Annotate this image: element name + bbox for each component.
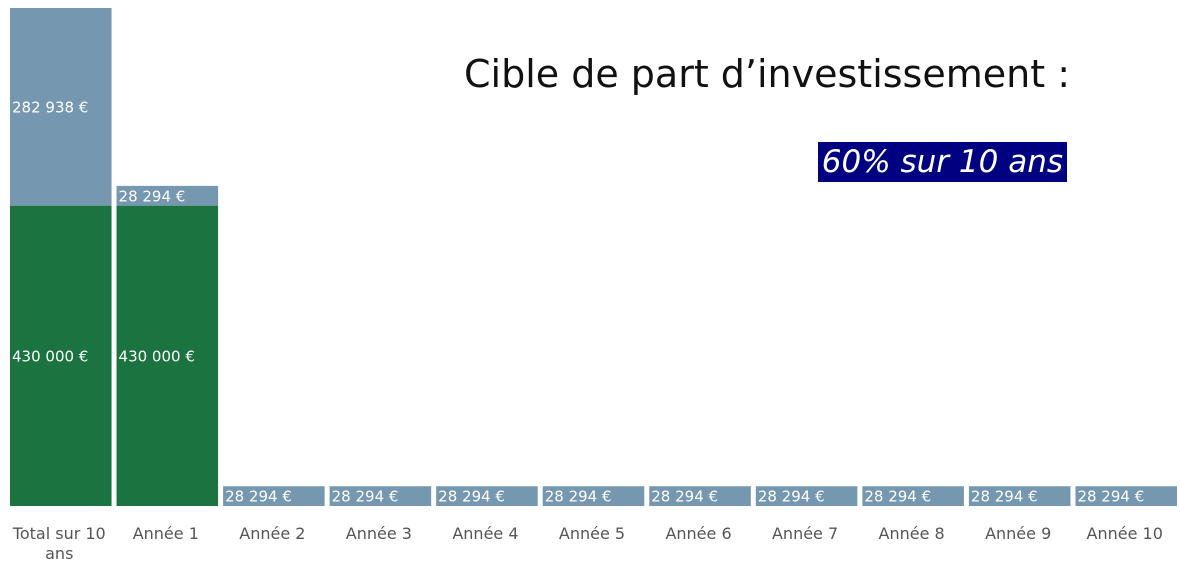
x-tick-label: Année 3	[345, 524, 412, 543]
bar-segment	[649, 486, 751, 506]
x-tick-label: Année 4	[452, 524, 519, 543]
value-label: 28 294 €	[1077, 488, 1144, 506]
bar-segment	[542, 486, 645, 506]
x-tick-label: Année 5	[558, 524, 626, 543]
value-label: 28 294 €	[651, 488, 718, 506]
value-label: 282 938 €	[12, 98, 88, 116]
x-tick-label: Année 9	[985, 524, 1052, 543]
x-tick-label: Année 6	[665, 524, 732, 543]
bar-segment	[116, 205, 219, 506]
value-label: 430 000 €	[12, 347, 88, 365]
bar-segment	[1075, 486, 1177, 506]
value-label: 28 294 €	[864, 488, 931, 506]
value-label: 28 294 €	[545, 488, 612, 506]
x-tick-label: Année 8	[878, 524, 945, 543]
value-label: 28 294 €	[438, 488, 505, 506]
value-label: 28 294 €	[119, 187, 186, 205]
bar-segment	[755, 486, 858, 506]
bar-segment	[10, 8, 112, 206]
value-label: 28 294 €	[758, 488, 825, 506]
bar-segment	[329, 486, 432, 506]
bar-segment	[862, 486, 964, 506]
value-label: 28 294 €	[225, 488, 292, 506]
value-label: 430 000 €	[119, 347, 195, 365]
x-tick-label: Année 1	[132, 524, 199, 543]
x-tick-label: Année 10	[1086, 524, 1163, 543]
bar-segment	[116, 185, 219, 206]
value-label: 28 294 €	[332, 488, 399, 506]
bar-segment	[223, 486, 325, 506]
bar-segment	[436, 486, 538, 506]
x-tick-label: Année 7	[771, 524, 839, 543]
x-tick-label: Année 2	[239, 524, 306, 543]
value-label: 28 294 €	[971, 488, 1038, 506]
bar-segment	[10, 205, 112, 506]
x-tick-label: Total sur 10 ans	[12, 524, 106, 563]
bar-segment	[968, 486, 1071, 506]
chart-subtitle: 60% sur 10 ans	[817, 142, 1067, 182]
chart-title: Cible de part d’investissement :	[463, 52, 1070, 96]
